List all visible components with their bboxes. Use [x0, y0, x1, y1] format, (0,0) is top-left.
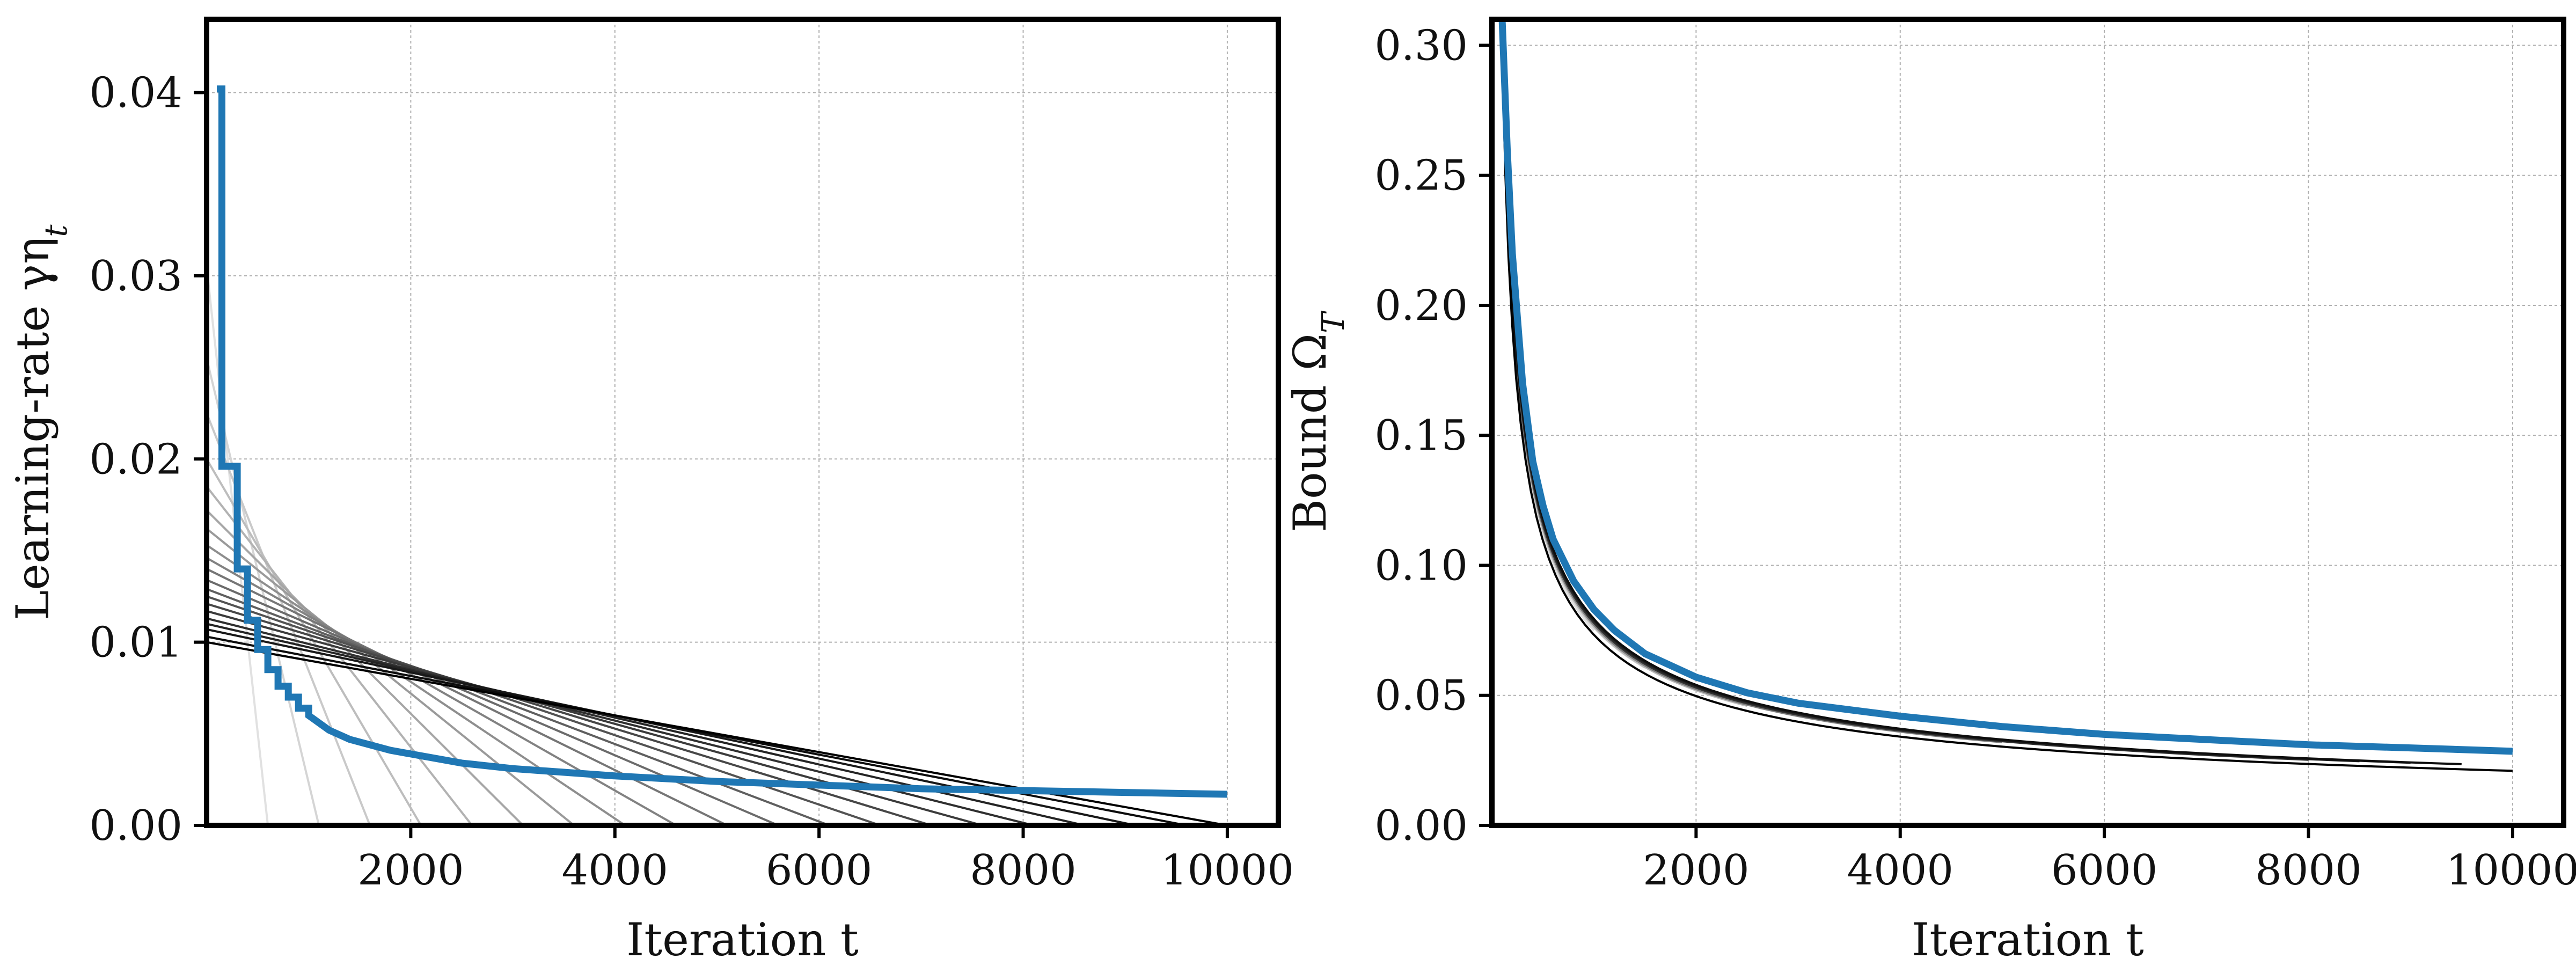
y-tick-label: 0.00 — [1374, 802, 1468, 850]
x-axis-label: Iteration t — [626, 913, 859, 966]
y-tick-label: 0.05 — [1374, 672, 1468, 720]
y-tick-label: 0.10 — [1374, 541, 1468, 590]
schedule-curve-T-4500 — [1501, 19, 1952, 738]
schedule-curve-T-5000 — [1501, 19, 2003, 743]
y-tick-label: 0.01 — [89, 619, 182, 667]
schedule-curve-T-6100 — [207, 588, 830, 825]
grid — [1492, 19, 2564, 826]
plot-area — [1498, 19, 2513, 772]
left-panel-learning-rate: 2000 4000 6000 8000 10000 0.00 0.01 0.02 0.03 0.0… — [6, 17, 1294, 966]
schedule-curve-T-10000 — [1501, 19, 2513, 772]
plot-area — [207, 85, 1228, 825]
schedule-curve-T-2000 — [1501, 19, 1697, 691]
y-tick-label: 0.03 — [89, 252, 182, 301]
highlight-series-line — [217, 85, 1228, 798]
x-tick-label: 10000 — [2446, 846, 2576, 895]
right-panel-bound: 2000 4000 6000 8000 10000 0.00 0.05 0.10 0.15 0.2… — [1284, 17, 2576, 966]
schedule-curve-T-5600 — [207, 579, 779, 825]
schedule-curve-T-3500 — [1501, 19, 1850, 726]
schedule-curve-T-2500 — [1501, 19, 1747, 707]
schedule-curve-T-8500 — [1501, 19, 2360, 763]
y-axis-label: Learning-rate γηt — [6, 224, 74, 620]
schedule-curve-T-9100 — [207, 628, 1136, 825]
x-tick-label: 6000 — [766, 846, 873, 895]
y-tick-label: 0.00 — [89, 802, 182, 850]
schedule-curve-T-5100 — [207, 568, 728, 825]
schedule-curve-T-7100 — [207, 603, 932, 825]
highlight-series-line — [1498, 19, 2513, 755]
schedule-curve-T-3600 — [207, 528, 575, 825]
schedule-curve-T-7000 — [1501, 19, 2207, 756]
grid — [207, 19, 1278, 826]
x-tick-label: 4000 — [1847, 846, 1954, 895]
schedule-curve-T-4600 — [207, 557, 677, 825]
x-tick-label: 2000 — [1643, 846, 1750, 895]
y-tick-label: 0.20 — [1374, 282, 1468, 330]
x-tick-label: 2000 — [357, 846, 464, 895]
schedule-curve-T-6000 — [1501, 19, 2105, 750]
schedule-curve-T-10000 — [207, 641, 1228, 825]
y-tick-label: 0.15 — [1374, 412, 1468, 460]
schedule-curve-T-5500 — [1501, 19, 2054, 747]
schedule-curve-T-2100 — [207, 458, 422, 825]
schedule-curve-T-2600 — [207, 486, 473, 825]
x-tick-label: 8000 — [2255, 846, 2362, 895]
schedule-curve-T-3000 — [1501, 19, 1798, 716]
schedule-curve-T-4100 — [207, 544, 626, 825]
y-tick-label: 0.25 — [1374, 152, 1468, 200]
x-tick-label: 4000 — [562, 846, 669, 895]
x-axis-label: Iteration t — [1912, 913, 2144, 966]
x-tick-label: 10000 — [1161, 846, 1294, 895]
axes-frame — [204, 17, 1281, 828]
x-tick-label: 8000 — [970, 846, 1077, 895]
y-tick-label: 0.02 — [89, 435, 182, 484]
y-axis-label: Bound ΩT — [1284, 310, 1351, 532]
schedule-curve-T-8600 — [207, 623, 1085, 825]
y-tick-label: 0.04 — [89, 69, 182, 118]
schedule-curve-T-4000 — [1501, 19, 1901, 732]
axes-frame — [1489, 17, 2566, 828]
x-tick-label: 6000 — [2051, 846, 2158, 895]
schedule-curve-T-9500 — [1501, 19, 2462, 765]
schedule-curve-T-6600 — [207, 595, 881, 825]
schedule-curve-T-7600 — [207, 610, 983, 825]
y-tick-label: 0.30 — [1374, 21, 1468, 70]
